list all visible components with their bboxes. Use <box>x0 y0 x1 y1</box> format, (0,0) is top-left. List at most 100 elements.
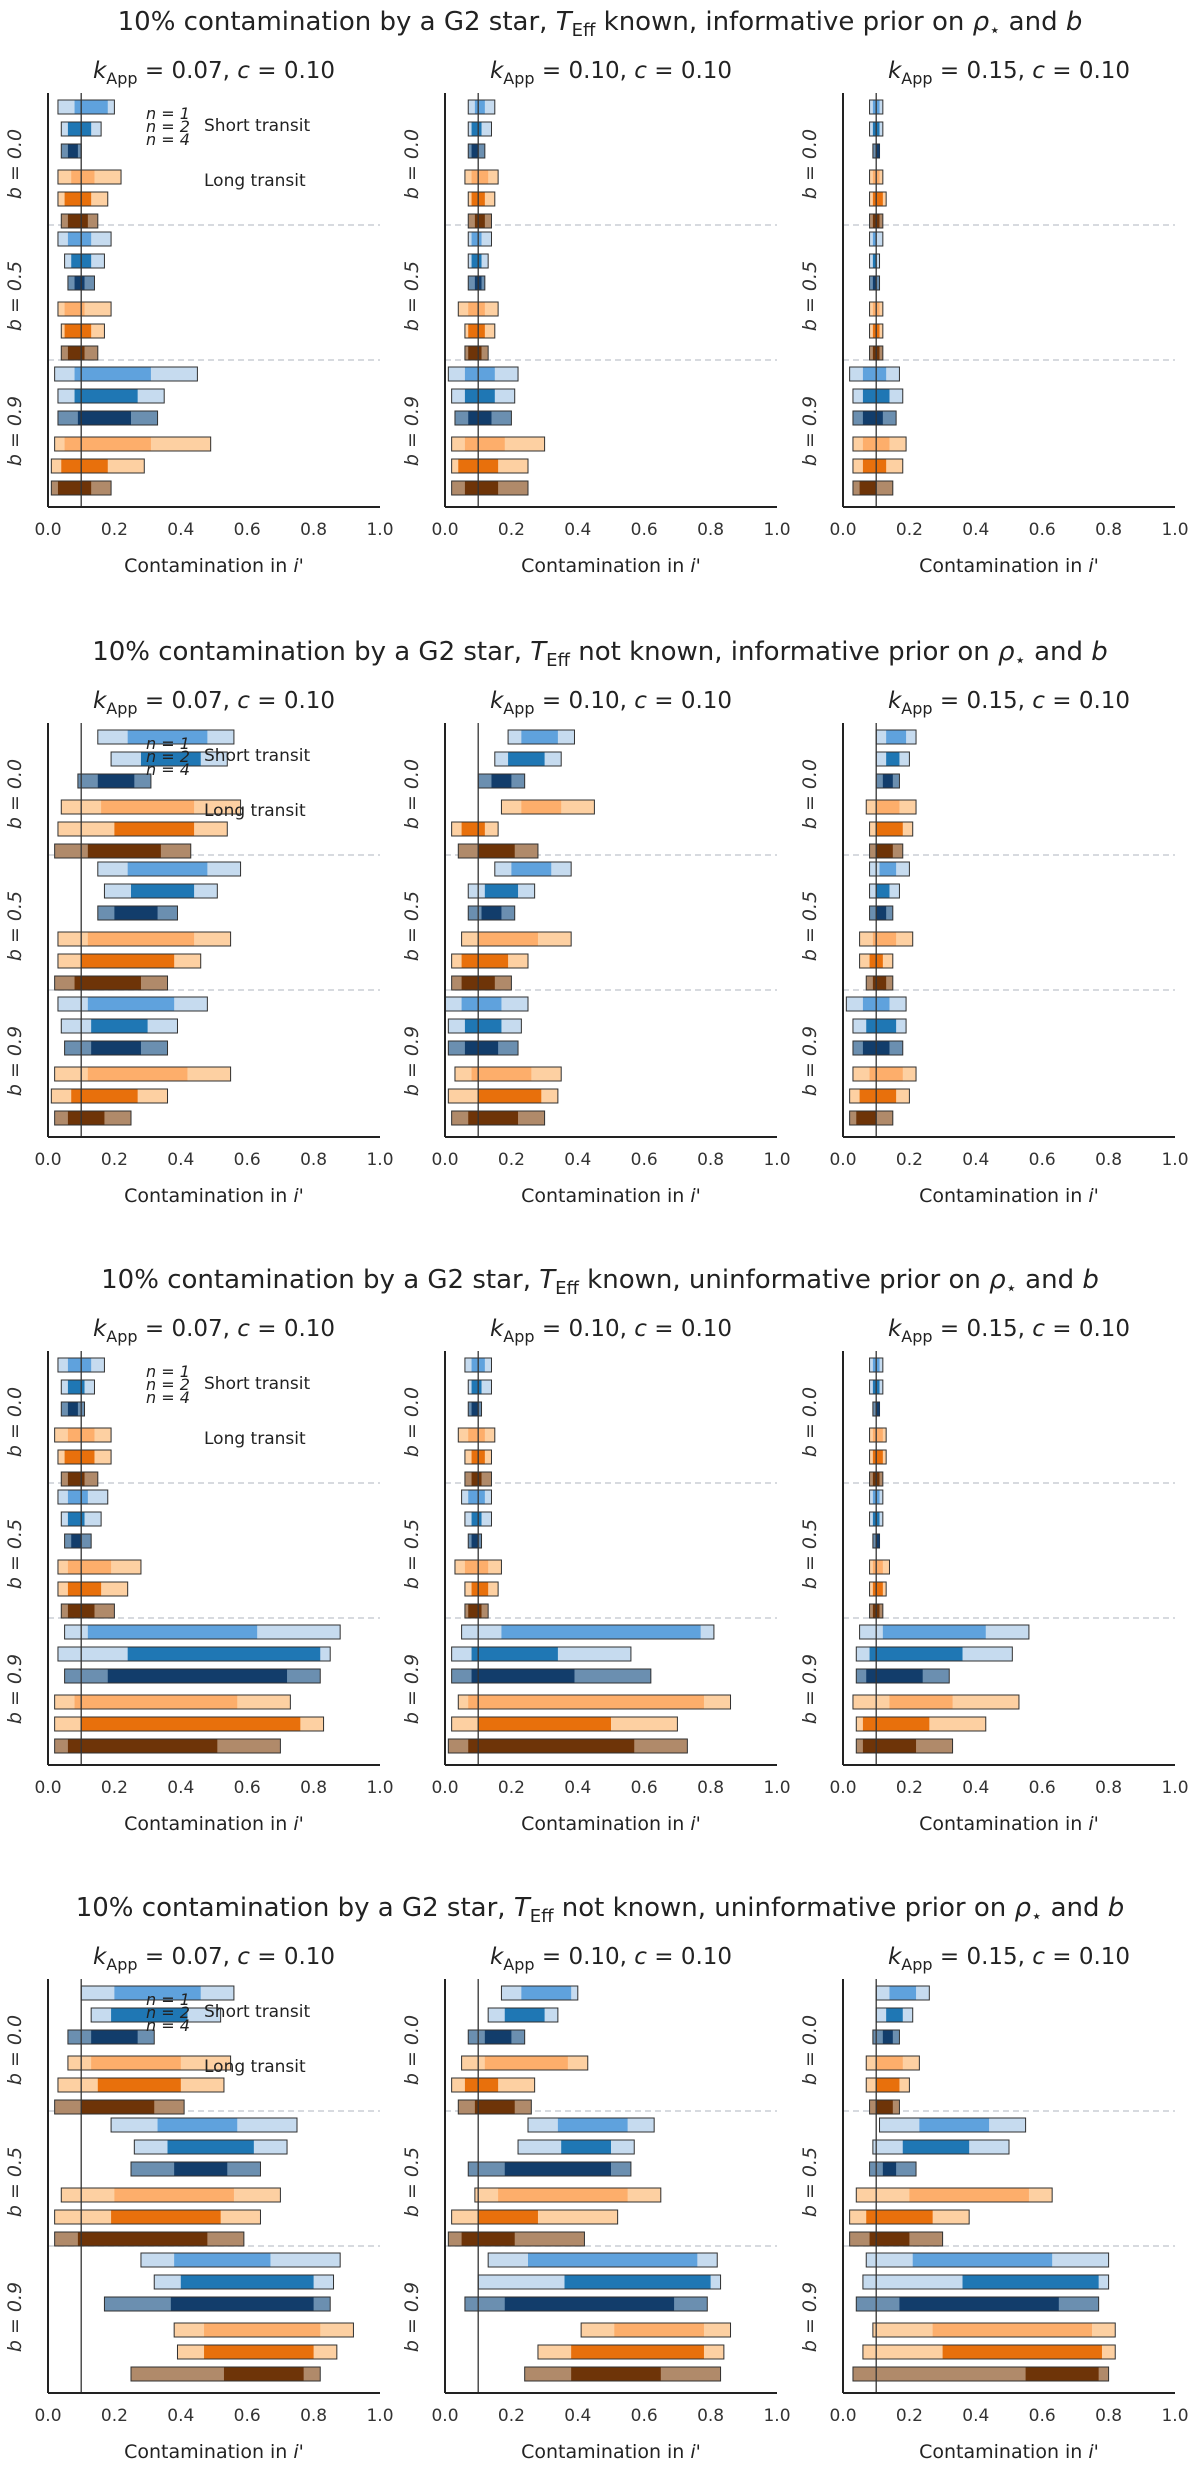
short-transit-bar-inner <box>511 862 552 876</box>
x-tick-label: 0.8 <box>697 1150 724 1170</box>
long-transit-bar-inner <box>461 2232 515 2246</box>
x-tick-label: 0.4 <box>564 2406 591 2426</box>
legend-n-label: n = 4 <box>146 130 190 149</box>
panel-title: kApp = 0.07, c = 0.10 <box>93 58 335 88</box>
short-transit-bar-inner <box>464 389 495 403</box>
legend-long-transit: Long transit <box>204 801 306 821</box>
short-transit-bar-inner <box>107 1669 288 1683</box>
long-transit-bar-inner <box>67 1560 112 1574</box>
short-transit-bar-inner <box>174 2253 271 2267</box>
long-transit-bar-inner <box>942 2345 1102 2359</box>
x-tick-label: 0.6 <box>631 520 658 540</box>
short-transit-bar-inner <box>902 2140 970 2154</box>
long-transit-bar-inner <box>869 1067 903 1081</box>
long-transit-bar-inner <box>464 481 499 495</box>
short-transit-bar-inner <box>471 254 482 268</box>
long-transit-bar-inner <box>872 932 897 946</box>
x-tick-label: 0.8 <box>1095 2406 1122 2426</box>
legend-short-transit: Short transit <box>204 746 310 766</box>
row-label: b = 0.9 <box>401 1654 423 1724</box>
short-transit-bar-inner <box>157 2118 238 2132</box>
long-transit-bar-inner <box>57 481 92 495</box>
legend-n-label: n = 1 <box>146 104 190 123</box>
x-tick-label: 0.0 <box>431 520 458 540</box>
x-tick-label: 0.0 <box>829 1778 856 1798</box>
panel-title: kApp = 0.07, c = 0.10 <box>93 688 335 718</box>
short-transit-bar-inner <box>882 774 893 788</box>
x-axis-label: Contamination in i' <box>521 1813 701 1835</box>
row-label: b = 0.9 <box>401 1026 423 1096</box>
short-transit-bar-inner <box>561 2140 611 2154</box>
long-transit-bar-inner <box>64 302 85 316</box>
short-transit-bar-inner <box>564 2275 711 2289</box>
short-transit-bar-inner <box>67 1380 85 1394</box>
long-transit-bar-inner <box>862 1739 917 1753</box>
short-transit-bar-inner <box>464 367 495 381</box>
x-tick-label: 0.0 <box>34 2406 61 2426</box>
row-label: b = 0.9 <box>401 2282 423 2352</box>
long-transit-bar-inner <box>204 2323 321 2337</box>
long-transit-bar-inner <box>474 214 485 228</box>
long-transit-bar-inner <box>856 1111 877 1125</box>
legend-n-label: n = 2 <box>146 1375 190 1394</box>
long-transit-bar-inner <box>876 844 893 858</box>
row-label: b = 0.5 <box>401 261 423 331</box>
long-transit-bar-inner <box>571 2345 704 2359</box>
short-transit-bar-inner <box>504 2162 611 2176</box>
short-transit-bar-inner <box>882 1625 986 1639</box>
panel-2: kApp = 0.10, c = 0.10 b = 0.0 b = 0.5 b = 0… <box>401 688 791 1207</box>
short-transit-bar-inner <box>461 997 502 1011</box>
x-tick-label: 0.2 <box>896 2406 923 2426</box>
short-transit-bar-inner <box>471 1380 482 1394</box>
figure-title: 10% contamination by a G2 star, TEff kno… <box>118 7 1083 41</box>
short-transit-bar-inner <box>91 2030 138 2044</box>
x-tick-label: 0.6 <box>234 1778 261 1798</box>
panel-title: kApp = 0.15, c = 0.10 <box>888 1944 1130 1974</box>
long-transit-bar-inner <box>468 302 485 316</box>
row-label: b = 0.5 <box>799 1519 821 1589</box>
x-axis-label: Contamination in i' <box>124 1813 304 1835</box>
long-transit-bar-inner <box>876 2078 900 2092</box>
row-label: b = 0.9 <box>4 396 26 466</box>
x-tick-label: 0.2 <box>896 520 923 540</box>
long-transit-bar-inner <box>468 346 482 360</box>
short-transit-bar-inner <box>501 1625 701 1639</box>
row-label: b = 0.5 <box>4 1519 26 1589</box>
long-transit-bar-inner <box>468 1695 704 1709</box>
long-transit-bar-inner <box>521 800 562 814</box>
long-transit-bar-inner <box>464 2078 499 2092</box>
short-transit-bar-inner <box>67 1402 78 1416</box>
short-transit-bar-inner <box>876 906 887 920</box>
x-tick-label: 0.2 <box>498 1150 525 1170</box>
panel-1: kApp = 0.07, c = 0.10 b = 0.0 b = 0.5 b = 0… <box>4 688 394 1207</box>
panel-2: kApp = 0.10, c = 0.10 b = 0.0 b = 0.5 b = 0… <box>401 1316 791 1835</box>
long-transit-bar-inner <box>71 1089 138 1103</box>
long-transit-bar-inner <box>478 2210 538 2224</box>
long-transit-bar-inner <box>478 844 515 858</box>
x-tick-label: 1.0 <box>1161 2406 1188 2426</box>
long-transit-bar-inner <box>876 822 903 836</box>
figure-title: 10% contamination by a G2 star, TEff not… <box>92 637 1108 671</box>
x-tick-label: 0.0 <box>829 1150 856 1170</box>
x-axis-label: Contamination in i' <box>521 1185 701 1207</box>
legend-short-transit: Short transit <box>204 2002 310 2022</box>
panel-3: kApp = 0.15, c = 0.10 b = 0.0 b = 0.5 b = 0… <box>799 688 1189 1207</box>
x-tick-label: 1.0 <box>366 2406 393 2426</box>
legend-n-label: n = 4 <box>146 1388 190 1407</box>
long-transit-bar-inner <box>64 1450 95 1464</box>
panel-title: kApp = 0.15, c = 0.10 <box>888 58 1130 88</box>
short-transit-bar-inner <box>71 1534 82 1548</box>
figure-1: 10% contamination by a G2 star, TEff kno… <box>4 7 1189 577</box>
figure-title: 10% contamination by a G2 star, TEff not… <box>76 1893 1125 1927</box>
long-transit-bar-inner <box>204 2345 314 2359</box>
short-transit-bar-inner <box>97 774 135 788</box>
short-transit-bar-inner <box>471 122 482 136</box>
long-transit-bar-inner <box>571 2367 661 2381</box>
x-tick-label: 0.2 <box>896 1778 923 1798</box>
legend-n-label: n = 2 <box>146 747 190 766</box>
long-transit-bar-inner <box>464 1560 489 1574</box>
x-tick-label: 0.6 <box>234 2406 261 2426</box>
row-label: b = 0.0 <box>4 129 26 199</box>
x-tick-label: 0.2 <box>498 520 525 540</box>
x-tick-label: 0.2 <box>498 1778 525 1798</box>
